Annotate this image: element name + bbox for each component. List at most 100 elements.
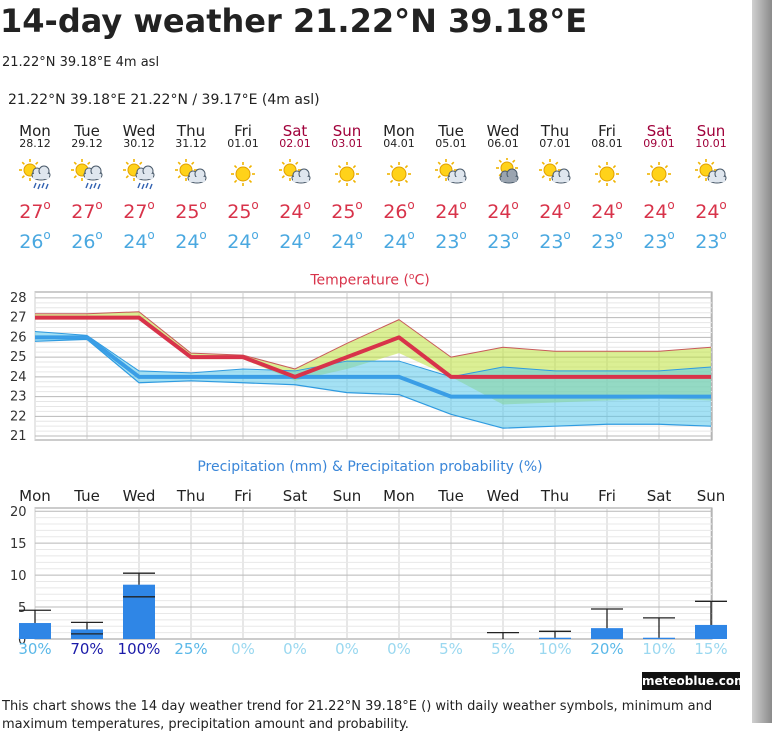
sun-cloud-icon — [173, 158, 209, 190]
min-temperature: 24o — [123, 228, 155, 253]
day-date: 29.12 — [71, 137, 103, 150]
sun-cloud-rain-icon — [69, 158, 105, 190]
sun-cloud-rain-icon — [17, 158, 53, 190]
temp-ytick-label: 23 — [10, 390, 27, 405]
precip-bar — [591, 628, 623, 639]
location-line: 21.22°N 39.18°E 21.22°N / 39.17°E (4m as… — [8, 92, 320, 108]
day-name: Sat — [646, 122, 672, 140]
precip-ytick-label: 15 — [10, 537, 27, 552]
min-temperature: 26o — [19, 228, 51, 253]
precip-error-bar — [539, 630, 571, 638]
precip-plot-area — [34, 507, 713, 640]
min-temperature: 24o — [175, 228, 207, 253]
location-subtitle: 21.22°N 39.18°E 4m asl — [2, 55, 160, 70]
min-temperature: 23o — [591, 228, 623, 253]
max-temperature: 27o — [71, 198, 103, 223]
day-name: Thu — [176, 122, 206, 140]
min-temperature: 24o — [331, 228, 363, 253]
precip-error-bar — [591, 608, 623, 629]
day-date: 05.01 — [435, 137, 467, 150]
temp-ytick-label: 24 — [10, 370, 27, 385]
day-date: 02.01 — [279, 137, 311, 150]
temp-ytick-label: 22 — [10, 409, 27, 424]
min-temperature: 26o — [71, 228, 103, 253]
day-name: Wed — [486, 122, 520, 140]
max-range-upper-line — [35, 311, 712, 370]
sun-icon — [589, 158, 625, 190]
temp-plot-area — [34, 291, 713, 441]
min-temp-range-band — [35, 331, 711, 429]
day-date: 09.01 — [643, 137, 675, 150]
precip-error-bar — [643, 617, 675, 638]
precip-probability: 0% — [231, 640, 255, 658]
day-name: Sun — [696, 122, 726, 140]
sun-cloud-icon — [693, 158, 729, 190]
precip-ytick-label: 5 — [18, 601, 26, 616]
day-date: 08.01 — [591, 137, 623, 150]
day-name: Wed — [122, 122, 156, 140]
precip-bar — [695, 624, 727, 639]
max-temperature: 25o — [175, 198, 207, 223]
day-name: Mon — [383, 122, 415, 140]
max-temp-range-band — [35, 311, 711, 405]
day-name: Tue — [74, 122, 100, 140]
day-name: Sat — [282, 122, 308, 140]
sun-icon — [381, 158, 417, 190]
sun-cloud-rain-icon — [121, 158, 157, 190]
temp-ytick-label: 21 — [10, 429, 27, 444]
precip-day-label: Wed — [486, 487, 520, 505]
min-temp-line — [35, 335, 711, 399]
day-name: Fri — [234, 122, 252, 140]
brand-logo[interactable]: meteoblue.com — [642, 672, 747, 690]
min-range-upper-line — [34, 330, 712, 378]
min-temperature: 24o — [279, 228, 311, 253]
precip-bar — [643, 637, 675, 639]
precip-ytick-label: 20 — [10, 505, 27, 520]
min-temperature: 23o — [435, 228, 467, 253]
precip-error-bar — [19, 609, 51, 624]
day-date: 07.01 — [539, 137, 571, 150]
precip-day-label: Tue — [438, 487, 464, 505]
day-name: Mon — [19, 122, 51, 140]
day-name: Fri — [598, 122, 616, 140]
min-temperature: 24o — [383, 228, 415, 253]
max-temperature: 27o — [123, 198, 155, 223]
precip-day-label: Thu — [540, 487, 570, 505]
max-temperature: 24o — [591, 198, 623, 223]
min-temperature: 23o — [487, 228, 519, 253]
precip-day-label: Mon — [383, 487, 415, 505]
day-date: 04.01 — [383, 137, 415, 150]
min-temperature: 23o — [539, 228, 571, 253]
precip-error-bar — [123, 572, 155, 598]
day-name: Thu — [540, 122, 570, 140]
max-temperature: 25o — [227, 198, 259, 223]
sun-cloud-icon — [277, 158, 313, 190]
precip-day-label: Sun — [332, 487, 362, 505]
precip-probability: 70% — [70, 640, 104, 658]
chart-description: This chart shows the 14 day weather tren… — [2, 699, 713, 732]
precip-day-label: Sat — [646, 487, 672, 505]
max-temperature: 27o — [19, 198, 51, 223]
temp-ytick-label: 27 — [10, 311, 27, 326]
precip-probability: 5% — [439, 640, 463, 658]
day-date: 10.01 — [695, 137, 727, 150]
sun-icon — [225, 158, 261, 190]
precip-bar — [539, 637, 571, 639]
precip-bar — [123, 584, 155, 639]
precip-day-label: Wed — [122, 487, 156, 505]
day-date: 30.12 — [123, 137, 155, 150]
precip-day-label: Mon — [19, 487, 51, 505]
page-title: 14-day weather 21.22°N 39.18°E — [0, 2, 588, 40]
cloud-sun-icon — [485, 157, 521, 190]
precip-probability: 0% — [335, 640, 359, 658]
precip-probability: 0% — [387, 640, 411, 658]
min-temperature: 24o — [227, 228, 259, 253]
precip-error-bar — [487, 631, 519, 639]
page-edge-shadow — [752, 0, 772, 723]
precip-day-label: Sat — [282, 487, 308, 505]
max-temp-line — [35, 315, 711, 379]
precip-probability: 10% — [642, 640, 676, 658]
precip-error-bar — [695, 600, 727, 625]
